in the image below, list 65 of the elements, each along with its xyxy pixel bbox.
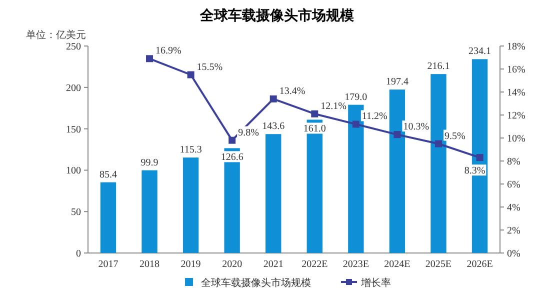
bar bbox=[142, 170, 158, 253]
x-tick-label: 2021 bbox=[263, 259, 284, 270]
y2-tick-label: 2% bbox=[507, 226, 520, 236]
y-tick-label: 250 bbox=[66, 42, 81, 52]
y-tick-label: 100 bbox=[66, 166, 81, 177]
y2-tick-label: 4% bbox=[507, 202, 520, 214]
x-tick-label: 2020 bbox=[222, 259, 242, 270]
data-label: 179.0 bbox=[344, 92, 368, 103]
data-label: 11.2% bbox=[362, 111, 388, 122]
point bbox=[270, 95, 277, 102]
data-label: 143.6 bbox=[262, 121, 285, 132]
y2-tick-label: 8% bbox=[507, 156, 520, 168]
x-tick-label: 2019 bbox=[180, 259, 201, 270]
data-label: 126.6 bbox=[220, 152, 244, 164]
point bbox=[311, 110, 318, 118]
y-tick-label: 50 bbox=[71, 207, 81, 218]
y2-tick-label: 18% bbox=[507, 42, 526, 52]
data-label: 197.4 bbox=[386, 76, 408, 88]
data-label: 9.5% bbox=[444, 130, 466, 142]
bar bbox=[266, 134, 282, 253]
data-label: 8.3% bbox=[464, 166, 486, 177]
x-tick-label: 2024E bbox=[384, 259, 410, 270]
point bbox=[228, 136, 236, 144]
y2-tick-label: 16% bbox=[507, 64, 526, 76]
y-tick-label: 0 bbox=[76, 248, 81, 260]
y2-tick-label: 0% bbox=[507, 248, 520, 260]
legend-label: 增长率 bbox=[360, 277, 391, 289]
y-axis-title: 单位：亿美元 bbox=[26, 29, 86, 41]
bar bbox=[430, 74, 446, 253]
point bbox=[394, 131, 401, 138]
x-tick-label: 2022E bbox=[302, 259, 328, 270]
y2-tick-label: 10% bbox=[507, 134, 526, 144]
bar bbox=[100, 182, 116, 253]
y-tick-label: 150 bbox=[66, 124, 81, 136]
legend-label: 全球车载摄像头市场规模 bbox=[201, 277, 311, 289]
data-label: 99.9 bbox=[140, 157, 158, 168]
data-label: 9.8% bbox=[238, 127, 259, 138]
data-label: 216.1 bbox=[427, 61, 450, 72]
data-label: 234.1 bbox=[468, 46, 492, 58]
y2-tick-label: 14% bbox=[507, 88, 526, 98]
x-tick-label: 2026E bbox=[466, 259, 493, 270]
point bbox=[352, 120, 360, 128]
y2-tick-label: 12% bbox=[507, 110, 526, 122]
data-label: 10.3% bbox=[403, 122, 430, 133]
chart-title: 全球车载摄像头市场规模 bbox=[199, 7, 355, 24]
data-label: 161.0 bbox=[303, 124, 326, 135]
data-label: 13.4% bbox=[279, 86, 306, 97]
y-tick-label: 200 bbox=[66, 82, 81, 94]
data-label: 15.5% bbox=[196, 62, 223, 73]
data-label: 12.1% bbox=[320, 100, 346, 112]
data-label: 16.9% bbox=[156, 46, 182, 57]
data-label: 115.3 bbox=[180, 144, 202, 156]
bar bbox=[348, 104, 364, 253]
x-tick-label: 2025E bbox=[425, 259, 452, 270]
x-tick-label: 2018 bbox=[140, 259, 160, 270]
x-tick-label: 2023E bbox=[342, 259, 369, 270]
data-label: 85.4 bbox=[99, 169, 117, 180]
point bbox=[476, 154, 484, 162]
bar bbox=[182, 158, 199, 253]
x-tick-label: 2017 bbox=[98, 259, 118, 270]
y2-tick-label: 6% bbox=[507, 180, 520, 190]
bar bbox=[389, 90, 406, 253]
point bbox=[146, 55, 154, 62]
point bbox=[434, 140, 442, 148]
point bbox=[187, 71, 194, 78]
